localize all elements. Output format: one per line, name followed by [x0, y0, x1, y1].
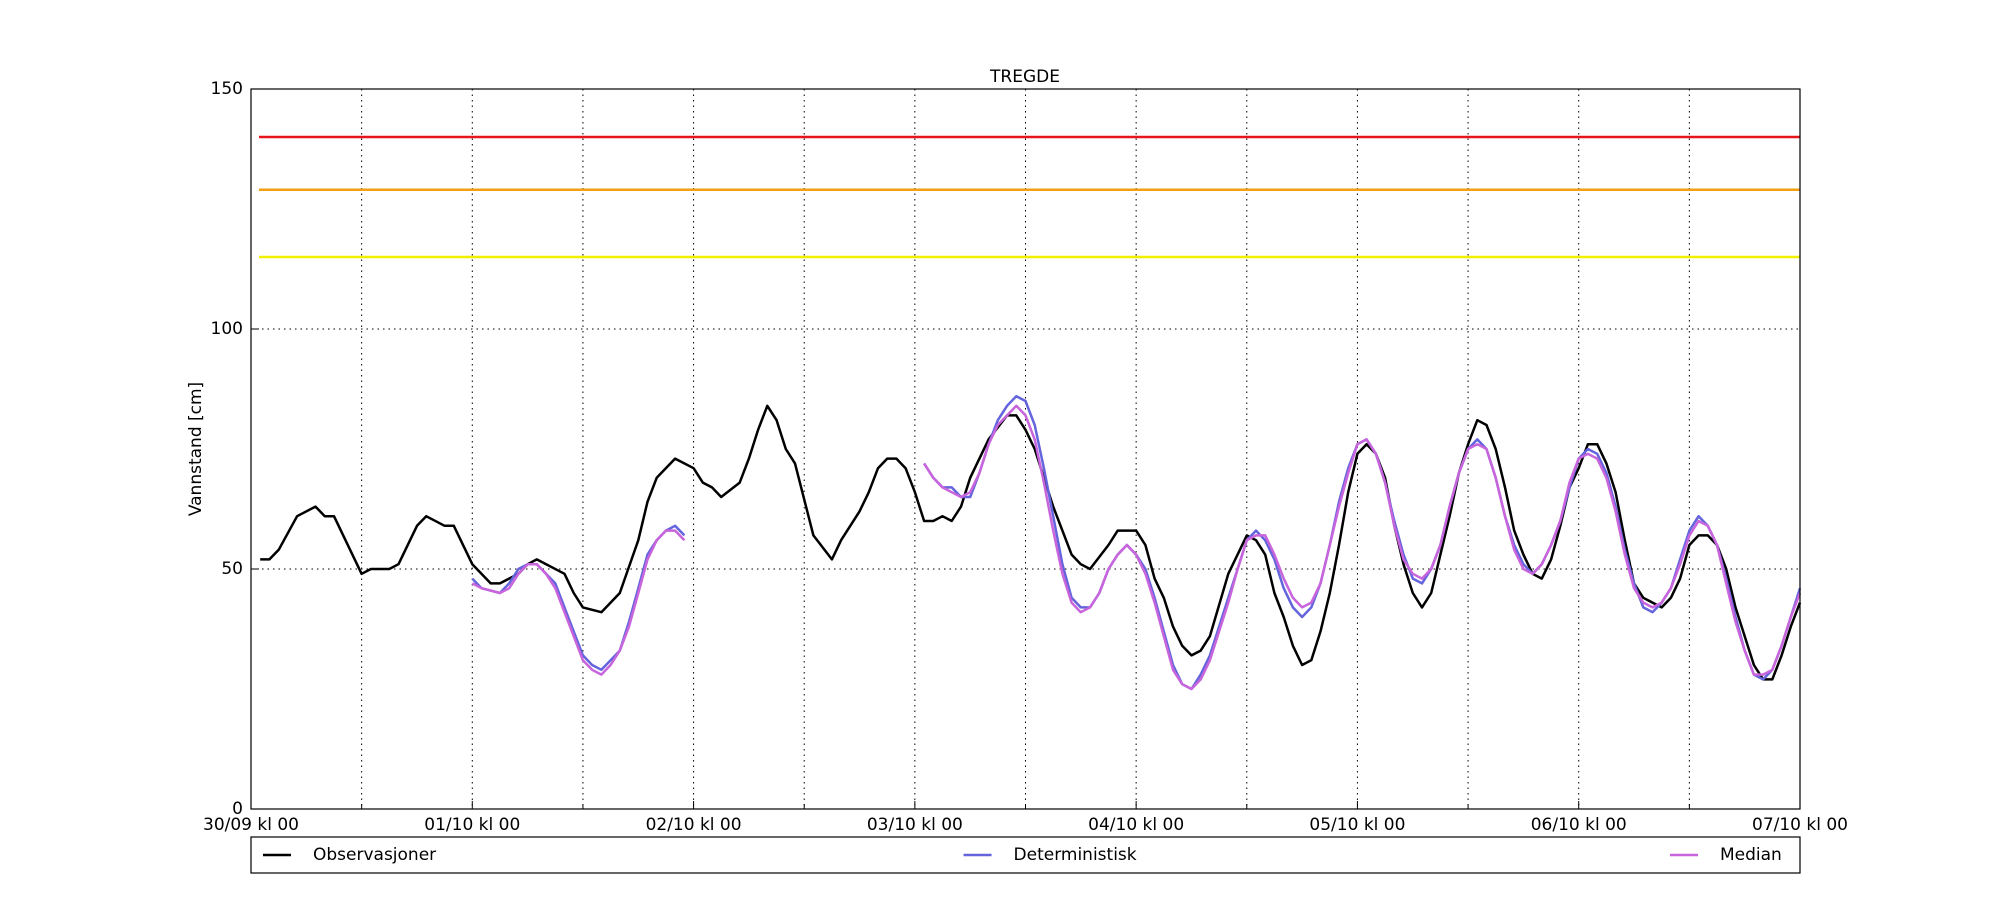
y-tick-label: 150 [211, 79, 243, 99]
x-tick-label: 01/10 kl 00 [424, 815, 520, 835]
legend-box [250, 836, 1801, 874]
y-tick-label: 100 [211, 319, 243, 339]
x-tick-label: 02/10 kl 00 [646, 815, 742, 835]
legend-label: Deterministisk [1014, 845, 1137, 865]
x-tick-label: 03/10 kl 00 [867, 815, 963, 835]
data-line [260, 404, 1802, 681]
legend-label: Median [1720, 845, 1782, 865]
y-axis-label: Vannstand [cm] [186, 382, 206, 516]
y-tick-label: 0 [232, 799, 243, 819]
x-tick-label: 05/10 kl 00 [1309, 815, 1405, 835]
y-tick-label: 50 [221, 559, 243, 579]
x-tick-label: 30/09 kl 00 [203, 815, 299, 835]
plot-frame [250, 88, 1801, 810]
legend-label: Observasjoner [313, 845, 436, 865]
x-tick-label: 07/10 kl 00 [1752, 815, 1848, 835]
data-line [471, 404, 1802, 691]
chart-title: TREGDE [989, 67, 1060, 87]
x-tick-label: 06/10 kl 00 [1531, 815, 1627, 835]
x-tick-label: 04/10 kl 00 [1088, 815, 1184, 835]
